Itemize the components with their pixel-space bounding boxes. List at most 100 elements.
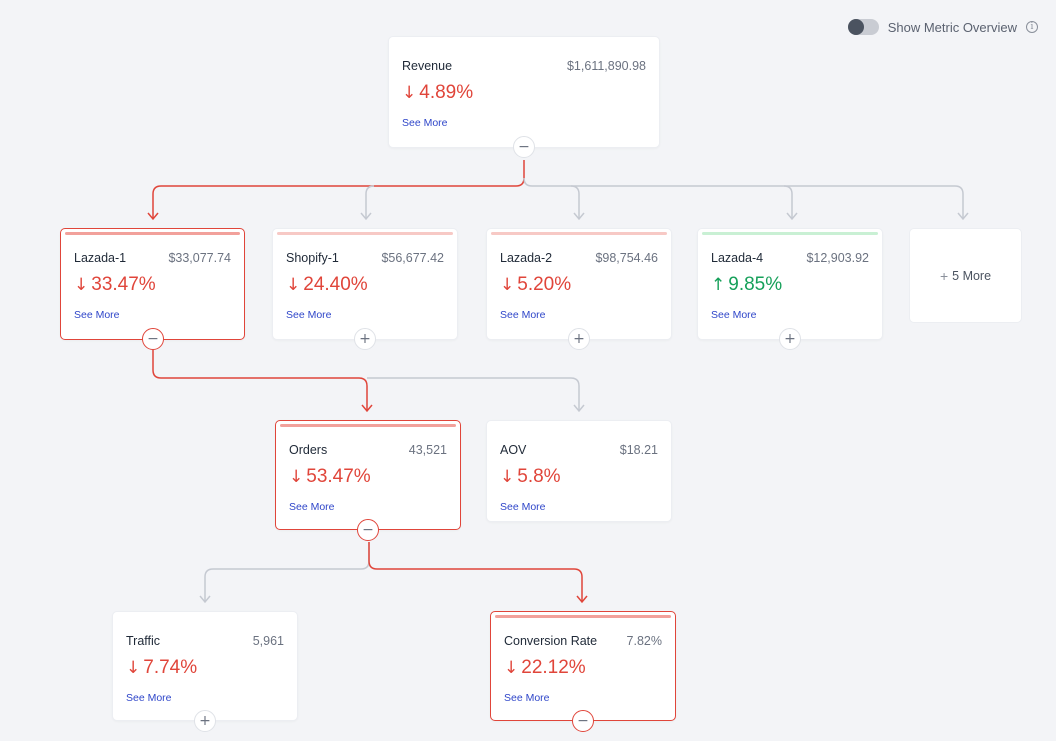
expand-button-traffic[interactable]: +	[194, 710, 216, 732]
expand-button-lazada-2[interactable]: +	[568, 328, 590, 350]
metric-change-value: 22.12%	[521, 657, 586, 678]
arrow-lazada4	[786, 212, 798, 221]
metric-card-conversion-rate[interactable]: Conversion Rate 7.82% ↓ 22.12% See More	[490, 611, 676, 721]
connector-branch-shopify1	[365, 185, 375, 218]
metric-name: AOV	[500, 443, 527, 457]
connector-branch-lazada2	[570, 185, 580, 218]
expand-button-lazada-4[interactable]: +	[779, 328, 801, 350]
collapse-button-orders[interactable]: −	[357, 519, 379, 541]
metric-change-value: 53.47%	[306, 466, 371, 487]
connector-branch-lazada4	[783, 185, 793, 218]
metric-change: ↓ 7.74%	[126, 657, 197, 679]
connector-lazada1-orders	[152, 350, 368, 410]
metric-card-lazada-2[interactable]: Lazada-2 $98,754.46 ↓ 5.20% See More	[486, 228, 672, 340]
down-arrow-icon: ↓	[504, 658, 519, 678]
metric-change-value: 24.40%	[303, 274, 368, 295]
expand-button-shopify-1[interactable]: +	[354, 328, 376, 350]
up-arrow-icon: ↑	[711, 275, 726, 295]
metric-name: Conversion Rate	[504, 634, 598, 648]
collapse-button-revenue[interactable]: −	[513, 136, 535, 158]
arrow-aov	[573, 404, 585, 413]
metric-overview-label: Show Metric Overview	[887, 19, 1017, 35]
arrow-conversion	[576, 595, 588, 604]
down-arrow-icon: ↓	[74, 275, 89, 295]
metric-change: ↓ 53.47%	[289, 466, 371, 488]
arrow-traffic	[199, 595, 211, 604]
metric-change: ↓ 33.47%	[74, 274, 156, 296]
plus-icon: +	[939, 267, 949, 284]
down-arrow-icon: ↓	[402, 83, 417, 103]
metric-name: Lazada-2	[500, 251, 553, 265]
metric-card-aov[interactable]: AOV $18.21 ↓ 5.8% See More	[486, 420, 672, 522]
metric-name: Traffic	[126, 634, 161, 648]
metric-value: $12,903.92	[806, 251, 869, 265]
arrow-more	[957, 212, 969, 221]
metric-change: ↓ 5.8%	[500, 466, 561, 488]
connector-orders-traffic	[204, 542, 370, 601]
show-more-nodes-button[interactable]: +5 More	[909, 228, 1022, 323]
metric-change-value: 5.8%	[517, 466, 561, 487]
down-arrow-icon: ↓	[126, 658, 141, 678]
metric-value: $98,754.46	[595, 251, 658, 265]
toggle-knob	[847, 19, 864, 35]
metric-value: $1,611,890.98	[566, 59, 646, 73]
severity-bar	[65, 232, 240, 235]
down-arrow-icon: ↓	[286, 275, 301, 295]
connector-orders-conversion	[368, 542, 583, 601]
metric-name: Lazada-4	[711, 251, 764, 265]
metric-card-lazada-1[interactable]: Lazada-1 $33,077.74 ↓ 33.47% See More	[60, 228, 245, 340]
metric-change-value: 5.20%	[517, 274, 572, 295]
down-arrow-icon: ↓	[500, 467, 515, 487]
info-icon[interactable]: i	[1026, 21, 1038, 33]
collapse-button-lazada-1[interactable]: −	[142, 328, 164, 350]
severity-bar	[280, 424, 456, 427]
metric-card-orders[interactable]: Orders 43,521 ↓ 53.47% See More	[275, 420, 461, 530]
metric-value: 43,521	[408, 443, 447, 457]
metric-card-shopify-1[interactable]: Shopify-1 $56,677.42 ↓ 24.40% See More	[272, 228, 458, 340]
collapse-button-conversion-rate[interactable]: −	[572, 710, 594, 732]
metric-card-revenue[interactable]: Revenue $1,611,890.98 ↓ 4.89% See More	[388, 36, 660, 148]
arrow-shopify1	[360, 212, 372, 221]
severity-bar	[495, 615, 671, 618]
see-more-link[interactable]: See More	[126, 692, 172, 704]
metric-name: Revenue	[402, 59, 453, 73]
severity-bar	[702, 232, 878, 235]
metric-change: ↓ 5.20%	[500, 274, 571, 296]
metric-card-lazada-4[interactable]: Lazada-4 $12,903.92 ↑ 9.85% See More	[697, 228, 883, 340]
down-arrow-icon: ↓	[500, 275, 515, 295]
metric-overview-toggle[interactable]	[847, 19, 879, 35]
metric-change-value: 7.74%	[143, 657, 198, 678]
metric-change: ↓ 4.89%	[402, 82, 473, 104]
metric-change: ↑ 9.85%	[711, 274, 782, 296]
down-arrow-icon: ↓	[289, 467, 304, 487]
connector-revenue-shopify1	[523, 177, 964, 218]
metric-value: 7.82%	[626, 634, 662, 648]
metric-change-value: 9.85%	[728, 274, 783, 295]
see-more-link[interactable]: See More	[504, 692, 550, 704]
metric-value: $33,077.74	[168, 251, 231, 265]
see-more-link[interactable]: See More	[402, 117, 448, 129]
see-more-link[interactable]: See More	[500, 309, 546, 321]
metric-change-value: 4.89%	[419, 82, 474, 103]
metric-value: $18.21	[619, 443, 658, 457]
severity-bar	[491, 232, 667, 235]
arrow-orders	[361, 404, 373, 413]
metric-change: ↓ 24.40%	[286, 274, 368, 296]
connector-revenue-lazada1	[152, 160, 525, 218]
connector-lazada1-aov	[367, 377, 580, 410]
see-more-link[interactable]: See More	[286, 309, 332, 321]
see-more-link[interactable]: See More	[74, 309, 120, 321]
metric-name: Lazada-1	[74, 251, 127, 265]
arrow-lazada1	[147, 212, 159, 221]
metric-name: Shopify-1	[286, 251, 339, 265]
metric-name: Orders	[289, 443, 328, 457]
metric-overview-control: Show Metric Overview i	[847, 19, 1038, 35]
severity-bar	[277, 232, 453, 235]
metric-card-traffic[interactable]: Traffic 5,961 ↓ 7.74% See More	[112, 611, 298, 721]
metric-change-value: 33.47%	[91, 274, 156, 295]
see-more-link[interactable]: See More	[289, 501, 335, 513]
see-more-link[interactable]: See More	[500, 501, 546, 513]
see-more-link[interactable]: See More	[711, 309, 757, 321]
show-more-label: 5 More	[952, 268, 992, 283]
